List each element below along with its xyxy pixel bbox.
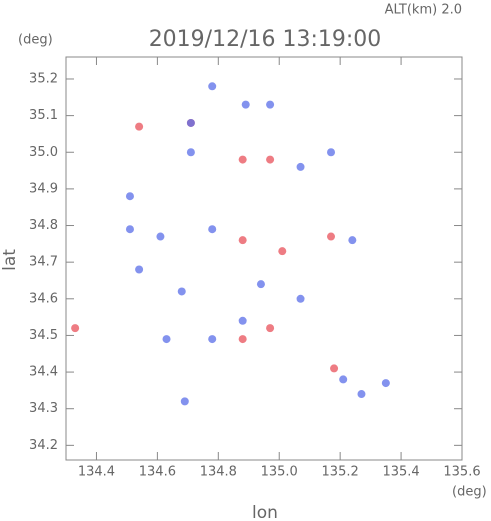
echo-point bbox=[348, 236, 357, 245]
echo-point bbox=[381, 379, 390, 388]
y-unit: (deg) bbox=[18, 33, 53, 48]
echo-point bbox=[330, 364, 339, 373]
echo-point bbox=[208, 225, 217, 234]
echo-point bbox=[135, 265, 144, 274]
echo-point bbox=[357, 390, 366, 399]
echo-point bbox=[238, 236, 247, 245]
y-tick-label: 35.1 bbox=[29, 108, 58, 123]
echo-point bbox=[238, 316, 247, 325]
echo-point bbox=[125, 225, 134, 234]
echo-point bbox=[180, 397, 189, 406]
echo-point bbox=[278, 247, 287, 256]
y-tick-label: 34.7 bbox=[29, 255, 58, 270]
echo-point bbox=[327, 232, 336, 241]
echo-point bbox=[208, 82, 217, 91]
chart-title: 2019/12/16 13:19:00 bbox=[149, 27, 382, 52]
echo-point bbox=[156, 232, 165, 241]
y-axis-label: lat bbox=[0, 249, 20, 271]
y-tick-label: 34.4 bbox=[29, 365, 58, 380]
x-tick-label: 135.2 bbox=[322, 465, 359, 480]
echo-point bbox=[266, 100, 275, 109]
plot-frame bbox=[65, 56, 463, 461]
echo-point bbox=[135, 122, 144, 131]
echo-point bbox=[296, 294, 305, 303]
y-tick-label: 34.5 bbox=[29, 328, 58, 343]
echo-point bbox=[177, 287, 186, 296]
x-tick-label: 134.4 bbox=[78, 465, 115, 480]
x-tick-label: 135.0 bbox=[261, 465, 298, 480]
echo-point bbox=[241, 100, 250, 109]
x-axis-label: lon bbox=[252, 503, 278, 521]
y-tick-label: 34.9 bbox=[29, 181, 58, 196]
y-tick-label: 34.8 bbox=[29, 218, 58, 233]
echo-point bbox=[266, 324, 275, 333]
echo-point bbox=[186, 148, 195, 157]
x-tick-label: 135.4 bbox=[382, 465, 419, 480]
echo-point bbox=[296, 162, 305, 171]
echo-point bbox=[327, 148, 336, 157]
echo-point bbox=[266, 155, 275, 164]
echo-point bbox=[256, 280, 265, 289]
x-tick-label: 134.6 bbox=[139, 465, 176, 480]
x-tick-label: 135.6 bbox=[443, 465, 480, 480]
y-tick-label: 34.6 bbox=[29, 291, 58, 306]
echo-point bbox=[162, 335, 171, 344]
echo-point bbox=[208, 335, 217, 344]
y-tick-label: 34.3 bbox=[29, 401, 58, 416]
echo-point bbox=[238, 155, 247, 164]
y-tick-label: 34.2 bbox=[29, 438, 58, 453]
x-tick-label: 134.8 bbox=[200, 465, 237, 480]
echo-point bbox=[238, 335, 247, 344]
echo-point bbox=[71, 324, 80, 333]
x-unit: (deg) bbox=[452, 485, 487, 500]
y-tick-label: 35.2 bbox=[29, 71, 58, 86]
echo-point bbox=[125, 192, 134, 201]
y-tick-label: 35.0 bbox=[29, 145, 58, 160]
echo-point bbox=[186, 118, 195, 127]
altitude-label: ALT(km) 2.0 bbox=[385, 3, 462, 18]
echo-point bbox=[339, 375, 348, 384]
